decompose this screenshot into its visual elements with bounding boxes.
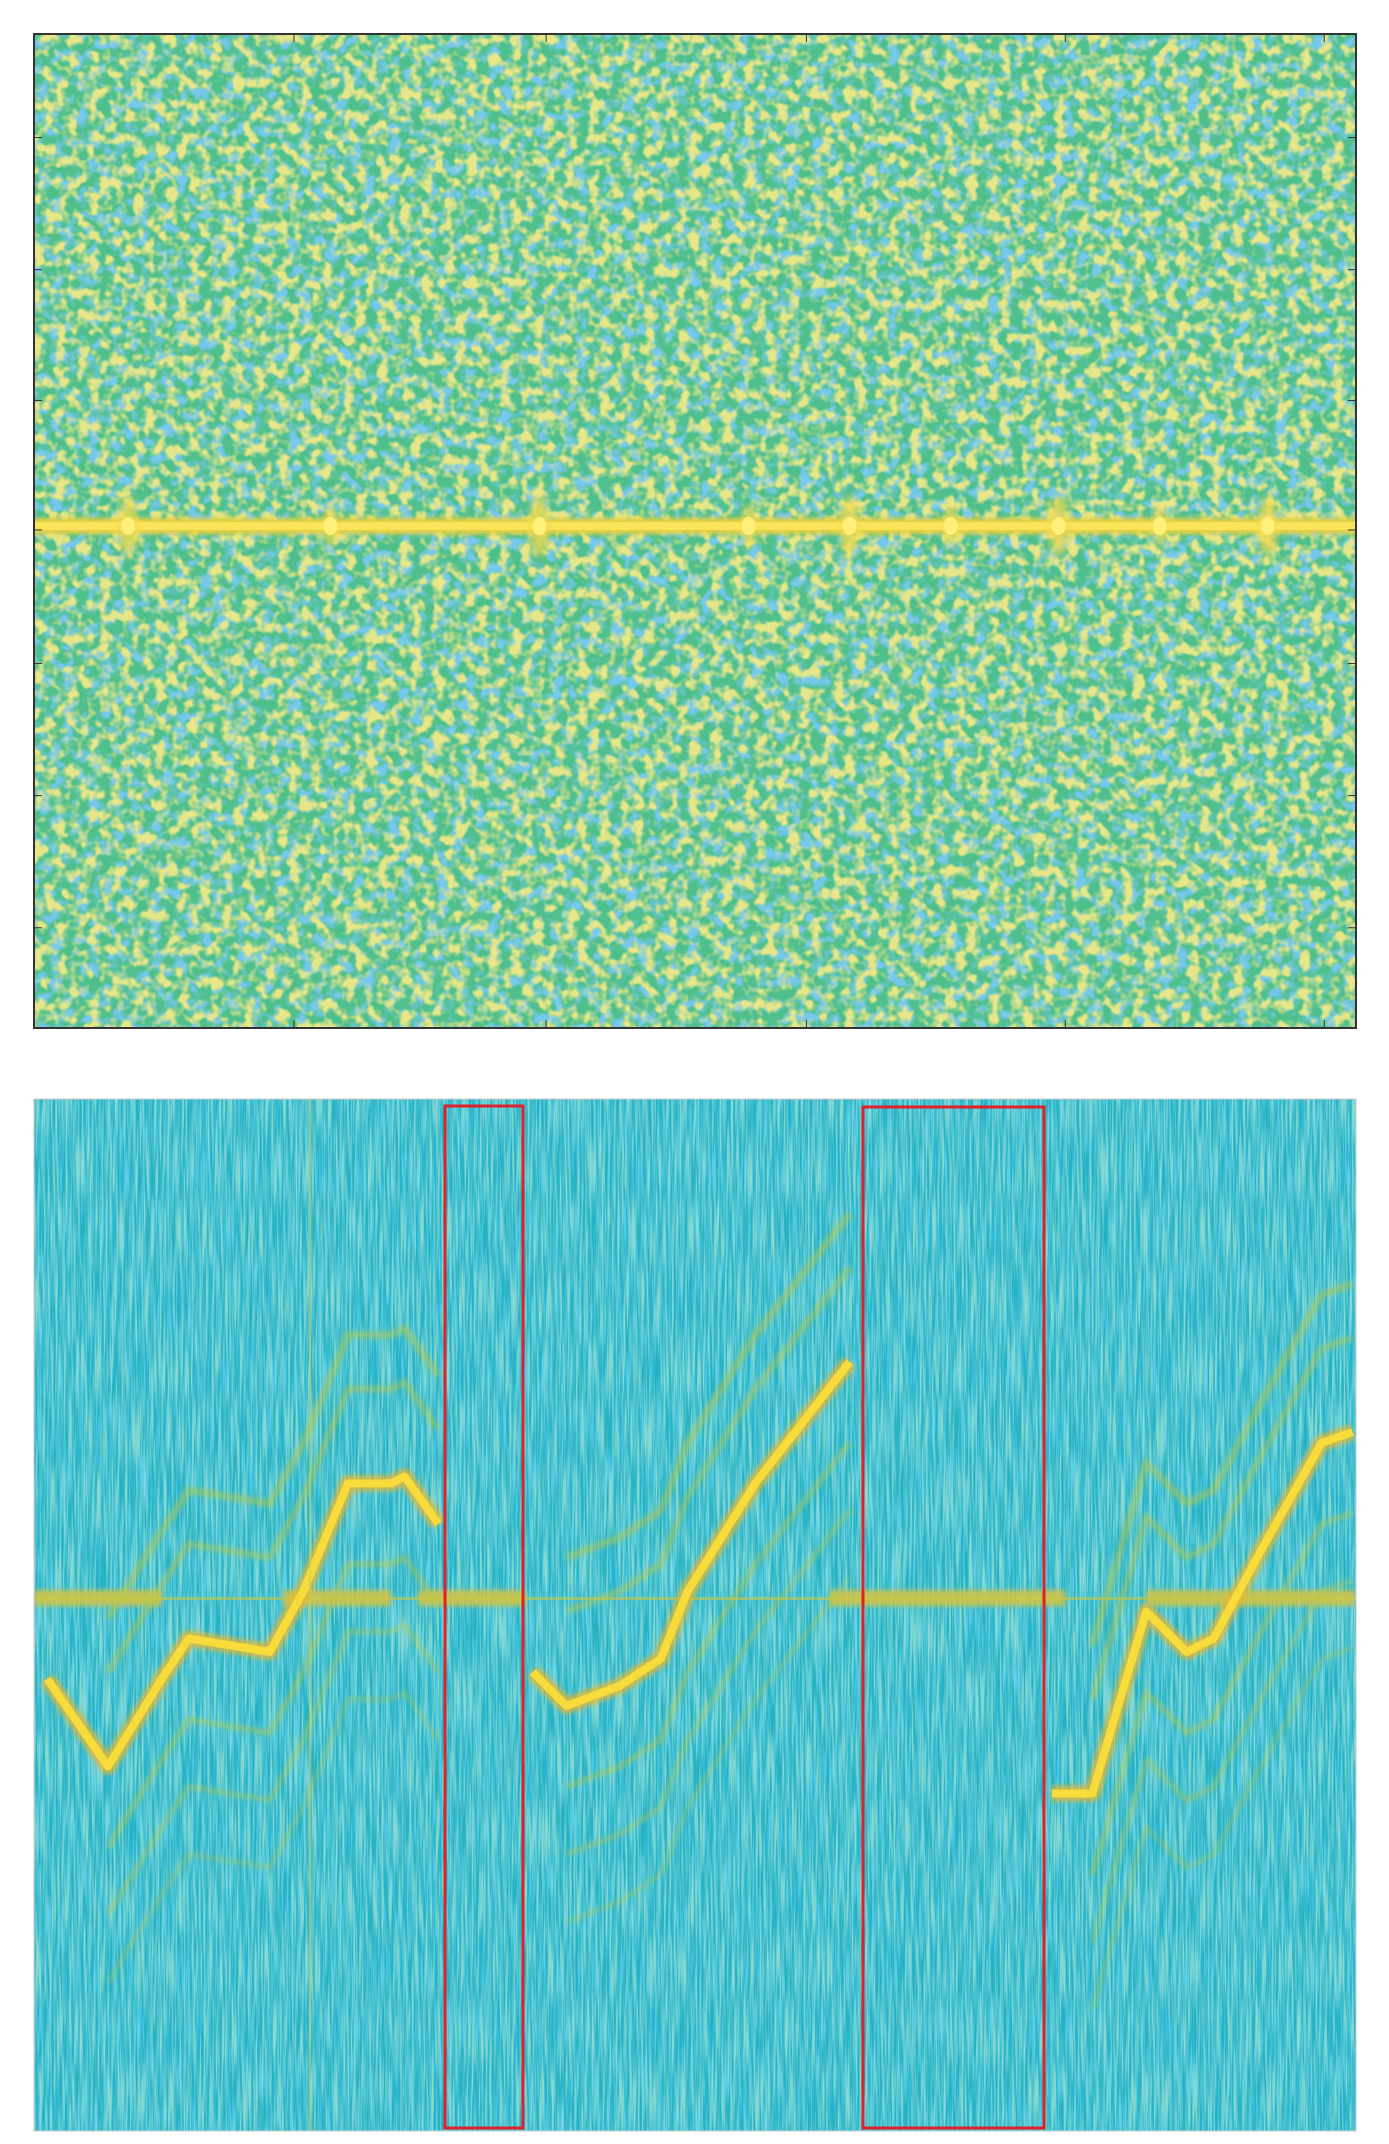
- echo-trace: [1089, 1334, 1354, 1700]
- chirp-trace: [1051, 1428, 1354, 1798]
- carrier-spot: [842, 517, 857, 535]
- carrier-spot: [943, 517, 958, 535]
- top-spectrogram: [34, 34, 1356, 1028]
- carrier-line: [34, 522, 1356, 530]
- carrier-spot: [1260, 517, 1275, 535]
- carrier-spot: [1051, 517, 1066, 535]
- carrier-spot: [1152, 517, 1167, 535]
- axes-frame: [33, 33, 1357, 1029]
- carrier-spot: [323, 517, 338, 535]
- carrier-spot: [121, 517, 136, 535]
- echo-trace: [1090, 1646, 1353, 2010]
- chirp-trace: [43, 1472, 442, 1771]
- echo-trace: [104, 1323, 442, 1621]
- echo-trace: [1088, 1280, 1354, 1647]
- carrier-spot: [741, 517, 756, 535]
- echo-trace: [1090, 1578, 1354, 1943]
- echo-trace: [565, 1441, 852, 1790]
- axes-frame: [33, 1098, 1357, 2132]
- chirp-trace: [529, 1359, 853, 1710]
- echo-trace: [565, 1576, 851, 1924]
- highlight-box: [443, 1104, 525, 2130]
- echo-trace: [105, 1554, 441, 1849]
- echo-trace: [565, 1265, 852, 1615]
- echo-trace: [565, 1211, 853, 1561]
- bottom-spectrogram: [34, 1099, 1356, 2131]
- echo-trace: [565, 1509, 852, 1857]
- echo-trace: [106, 1690, 440, 1984]
- echo-trace: [105, 1378, 441, 1674]
- echo-trace: [1089, 1510, 1354, 1876]
- highlight-box: [861, 1105, 1046, 2130]
- noise: [34, 1099, 1356, 2131]
- carrier-spot: [532, 517, 547, 535]
- echo-trace: [106, 1622, 440, 1916]
- carrier-line: [34, 1597, 1356, 1600]
